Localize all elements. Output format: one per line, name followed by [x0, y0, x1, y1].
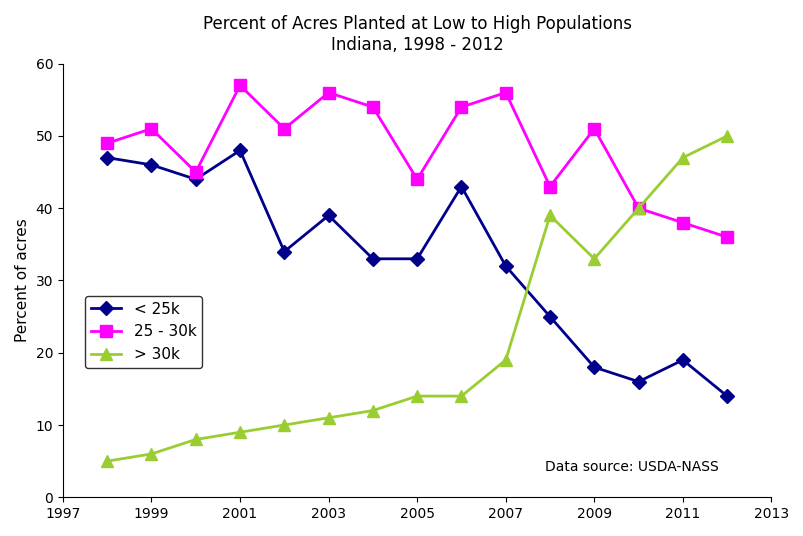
< 25k — [721, 393, 731, 399]
> 30k — [589, 256, 598, 262]
Line: 25 - 30k: 25 - 30k — [101, 80, 732, 243]
< 25k — [102, 154, 112, 161]
> 30k — [146, 451, 156, 457]
> 30k — [500, 357, 510, 363]
25 - 30k — [279, 125, 289, 132]
> 30k — [324, 414, 333, 421]
> 30k — [721, 133, 731, 139]
< 25k — [677, 357, 687, 363]
> 30k — [677, 154, 687, 161]
Line: > 30k: > 30k — [101, 130, 732, 467]
25 - 30k — [500, 90, 510, 96]
25 - 30k — [190, 169, 200, 175]
> 30k — [456, 393, 466, 399]
< 25k — [235, 147, 245, 154]
> 30k — [190, 436, 200, 443]
25 - 30k — [324, 90, 333, 96]
< 25k — [368, 256, 377, 262]
> 30k — [279, 422, 289, 428]
< 25k — [190, 176, 200, 183]
< 25k — [146, 162, 156, 168]
> 30k — [544, 212, 554, 219]
< 25k — [589, 364, 598, 370]
Text: Data source: USDA-NASS: Data source: USDA-NASS — [544, 460, 718, 474]
Line: < 25k: < 25k — [102, 146, 731, 401]
25 - 30k — [235, 82, 245, 88]
25 - 30k — [589, 125, 598, 132]
25 - 30k — [633, 205, 642, 211]
25 - 30k — [412, 176, 422, 183]
25 - 30k — [368, 104, 377, 110]
Legend: < 25k, 25 - 30k, > 30k: < 25k, 25 - 30k, > 30k — [84, 296, 202, 368]
< 25k — [324, 212, 333, 219]
Y-axis label: Percent of acres: Percent of acres — [15, 219, 30, 343]
25 - 30k — [544, 183, 554, 190]
Title: Percent of Acres Planted at Low to High Populations
Indiana, 1998 - 2012: Percent of Acres Planted at Low to High … — [202, 15, 631, 54]
25 - 30k — [456, 104, 466, 110]
25 - 30k — [146, 125, 156, 132]
< 25k — [279, 248, 289, 255]
< 25k — [412, 256, 422, 262]
25 - 30k — [102, 140, 112, 146]
< 25k — [456, 183, 466, 190]
< 25k — [544, 314, 554, 320]
> 30k — [412, 393, 422, 399]
> 30k — [235, 429, 245, 435]
< 25k — [500, 263, 510, 269]
< 25k — [633, 378, 642, 385]
> 30k — [102, 458, 112, 464]
> 30k — [368, 407, 377, 414]
> 30k — [633, 205, 642, 211]
25 - 30k — [677, 219, 687, 226]
25 - 30k — [721, 234, 731, 240]
